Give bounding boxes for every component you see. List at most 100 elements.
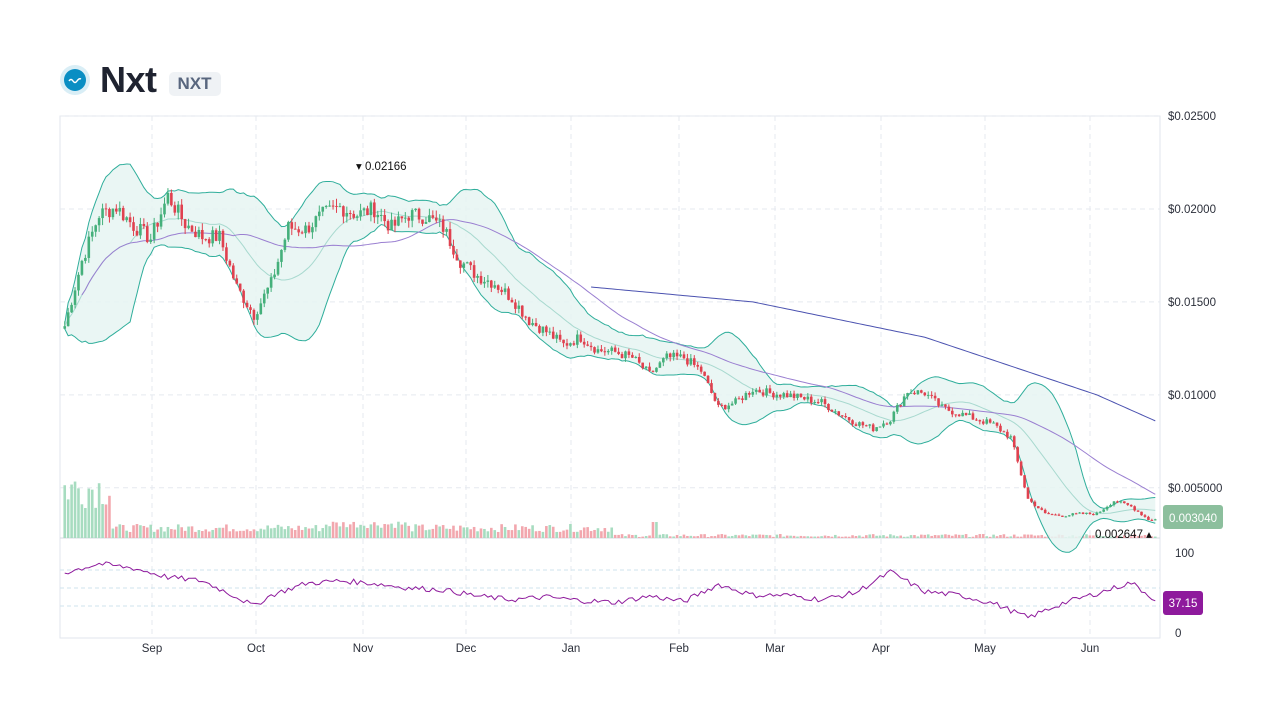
- volume-bar: [300, 529, 304, 538]
- volume-bar: [328, 526, 331, 538]
- volume-bar: [644, 536, 648, 538]
- volume-bar: [510, 530, 514, 538]
- volume-bar: [159, 527, 163, 538]
- candle: [407, 217, 411, 221]
- volume-bar: [589, 531, 593, 538]
- candle: [765, 388, 768, 396]
- candle: [338, 206, 342, 208]
- volume-bar: [297, 525, 300, 538]
- volume-bar: [486, 531, 490, 538]
- candle: [864, 425, 868, 427]
- candle: [668, 353, 672, 358]
- candle: [988, 419, 992, 423]
- candle: [926, 394, 930, 396]
- candle: [390, 219, 393, 231]
- candle: [108, 208, 111, 218]
- volume-bar: [259, 528, 263, 538]
- volume-bar: [975, 535, 978, 538]
- candle: [283, 239, 287, 250]
- volume-bar: [878, 535, 882, 538]
- candle: [1088, 512, 1092, 515]
- volume-bar: [596, 528, 600, 538]
- volume-bar: [538, 530, 541, 538]
- volume-bar: [173, 529, 177, 538]
- volume-bar: [1140, 535, 1143, 538]
- volume-bar: [379, 527, 383, 538]
- x-tick-label: May: [974, 643, 996, 655]
- volume-bar: [875, 535, 878, 538]
- candle: [228, 260, 232, 266]
- volume-bar: [139, 525, 142, 538]
- candle: [923, 392, 927, 396]
- candle: [507, 288, 510, 300]
- candle: [145, 226, 149, 242]
- volume-bar: [520, 526, 524, 538]
- volume-bar: [94, 507, 97, 538]
- volume-bar: [648, 535, 651, 538]
- candle: [1119, 501, 1123, 503]
- volume-bar: [1133, 534, 1136, 538]
- candle: [744, 392, 748, 400]
- candle: [1023, 475, 1026, 488]
- volume-bar: [940, 534, 944, 538]
- candle: [1109, 504, 1112, 507]
- volume-bar: [500, 524, 503, 538]
- candle: [111, 208, 115, 218]
- candle: [796, 393, 799, 398]
- candle: [510, 299, 514, 303]
- volume-bar: [1023, 534, 1026, 538]
- volume-bar: [483, 528, 486, 538]
- volume-bar: [242, 530, 245, 538]
- rsi-pane: [60, 561, 1160, 619]
- candle: [77, 274, 80, 291]
- candle: [249, 307, 252, 310]
- candle: [342, 206, 345, 217]
- candle: [121, 207, 125, 221]
- volume-bar: [692, 536, 696, 538]
- candle: [400, 216, 404, 219]
- volume-bar: [813, 536, 816, 538]
- volume-bar: [576, 531, 579, 538]
- candle: [641, 362, 644, 369]
- volume-bar: [331, 521, 335, 538]
- volume-bar: [844, 536, 847, 538]
- candle: [300, 232, 304, 234]
- candle: [538, 325, 541, 333]
- candle: [221, 230, 225, 248]
- volume-bar: [283, 529, 287, 538]
- volume-bar: [706, 536, 710, 538]
- rsi-value-label: 37.15: [1169, 598, 1198, 610]
- candle: [720, 404, 724, 406]
- x-tick-label: Jan: [562, 643, 581, 655]
- candle: [576, 334, 579, 345]
- candle: [830, 410, 834, 412]
- candle: [1074, 513, 1078, 515]
- candle: [655, 367, 658, 372]
- volume-bar: [1012, 534, 1016, 538]
- volume-bar: [999, 535, 1002, 538]
- volume-bar: [407, 525, 411, 538]
- candle: [710, 383, 713, 393]
- volume-bar: [441, 525, 445, 538]
- volume-bar: [1088, 535, 1092, 538]
- volume-bar: [593, 529, 596, 538]
- volume-bar: [448, 528, 452, 538]
- candle: [159, 214, 163, 227]
- candle: [593, 347, 596, 353]
- candle: [90, 231, 94, 237]
- volume-bar: [662, 534, 665, 538]
- candle: [280, 249, 283, 262]
- candle: [500, 289, 503, 292]
- volume-bar: [125, 530, 128, 538]
- volume-bar: [637, 536, 641, 538]
- volume-bar: [383, 524, 386, 538]
- candle: [517, 305, 521, 309]
- candle: [596, 349, 600, 353]
- volume-bar: [748, 536, 751, 538]
- volume-bar: [981, 534, 985, 538]
- volume-bar: [916, 536, 920, 538]
- candle: [335, 205, 338, 207]
- candle: [617, 351, 620, 355]
- rsi-value-badge: 37.15: [1163, 591, 1203, 615]
